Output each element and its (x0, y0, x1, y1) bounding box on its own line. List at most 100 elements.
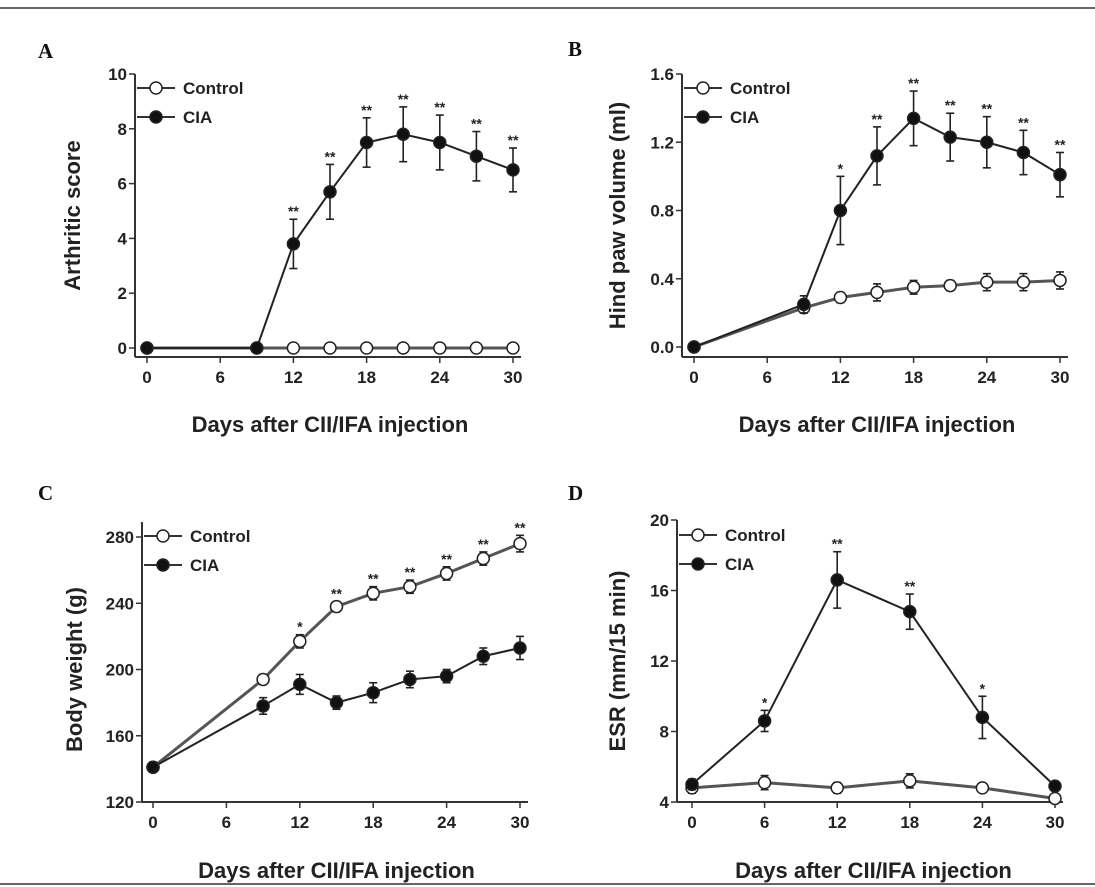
series-line-control (691, 779, 1056, 800)
significance-marker: ** (434, 99, 445, 115)
x-tick-label: 30 (504, 368, 523, 387)
data-point-cia (1053, 167, 1067, 182)
data-point-cia (286, 237, 301, 251)
y-tick-label: 20 (650, 511, 669, 530)
data-point-cia (757, 714, 772, 728)
data-point-cia (833, 203, 848, 218)
x-tick-label: 18 (364, 813, 383, 832)
legend-filled-circle-icon (696, 110, 710, 124)
significance-marker: * (297, 619, 303, 635)
data-point-control (870, 285, 884, 300)
significance-marker: ** (398, 91, 409, 107)
x-tick-label: 6 (762, 368, 771, 387)
data-point-control (469, 341, 484, 355)
legend-label: CIA (183, 108, 212, 127)
significance-marker: ** (981, 101, 992, 117)
significance-marker: ** (908, 75, 919, 91)
data-point-cia (359, 135, 374, 150)
data-point-control (329, 599, 344, 614)
x-tick-label: 24 (977, 368, 996, 387)
data-point-cia (250, 341, 264, 355)
data-point-cia (1016, 145, 1031, 160)
data-point-control (1048, 791, 1062, 806)
significance-marker: ** (471, 116, 482, 132)
data-point-control (439, 566, 454, 581)
x-tick-label: 0 (148, 813, 157, 832)
y-tick-label: 4 (118, 229, 128, 248)
y-tick-label: 160 (106, 727, 134, 746)
significance-marker: ** (832, 536, 843, 552)
x-tick-label: 0 (142, 368, 151, 387)
data-point-control (906, 280, 921, 295)
y-tick-label: 10 (108, 65, 127, 84)
legend-label: CIA (190, 556, 219, 575)
data-point-cia (506, 163, 520, 177)
data-point-cia (513, 641, 527, 655)
legend-label: Control (725, 526, 785, 545)
y-tick-label: 0 (118, 339, 127, 358)
data-point-control (1016, 275, 1031, 289)
y-tick-label: 120 (106, 793, 134, 812)
legend-label: Control (190, 527, 250, 546)
data-point-control (1053, 273, 1067, 288)
significance-marker: ** (515, 519, 526, 535)
y-axis-title: Body weight (g) (62, 587, 87, 752)
y-tick-label: 1.6 (650, 65, 674, 84)
significance-marker: ** (945, 97, 956, 113)
legend-label: CIA (725, 555, 754, 574)
x-tick-label: 18 (904, 368, 923, 387)
data-point-cia (797, 297, 811, 312)
data-point-control (830, 781, 844, 795)
data-point-cia (476, 649, 491, 663)
data-point-control (513, 536, 527, 551)
x-tick-label: 6 (760, 813, 769, 832)
data-point-cia (396, 127, 410, 142)
data-point-control (476, 551, 491, 566)
y-tick-label: 8 (118, 120, 127, 139)
y-tick-label: 8 (660, 723, 669, 742)
x-tick-label: 30 (1046, 813, 1065, 832)
x-tick-label: 24 (437, 813, 456, 832)
y-tick-label: 0.8 (650, 202, 674, 221)
legend-filled-circle-icon (149, 110, 163, 124)
data-point-cia (830, 573, 844, 587)
significance-marker: ** (872, 111, 883, 127)
x-tick-label: 18 (357, 368, 376, 387)
x-tick-label: 12 (290, 813, 309, 832)
x-tick-label: 12 (828, 813, 847, 832)
data-point-cia (685, 777, 699, 792)
x-axis-title: Days after CII/IFA injection (735, 858, 1012, 883)
data-point-cia (943, 130, 957, 144)
legend-filled-circle-icon (156, 558, 170, 572)
significance-marker: ** (1018, 114, 1029, 130)
data-point-control (323, 341, 337, 355)
y-tick-label: 16 (650, 582, 669, 601)
y-axis-title: Arthritic score (60, 140, 85, 290)
data-point-control (506, 341, 520, 355)
data-point-cia (256, 699, 270, 713)
y-tick-label: 12 (650, 652, 669, 671)
y-tick-label: 4 (660, 793, 670, 812)
data-point-cia (323, 185, 337, 199)
data-point-control (975, 781, 990, 795)
panel-label-d: D (568, 481, 583, 505)
y-axis-title: Hind paw volume (ml) (605, 102, 630, 329)
x-tick-label: 24 (973, 813, 992, 832)
x-tick-label: 18 (900, 813, 919, 832)
data-point-control (403, 579, 417, 594)
x-tick-label: 0 (689, 368, 698, 387)
y-tick-label: 0.4 (650, 270, 674, 289)
y-tick-label: 1.2 (650, 133, 674, 152)
data-point-cia (906, 111, 921, 126)
significance-marker: ** (441, 551, 452, 567)
significance-marker: ** (478, 536, 489, 552)
x-tick-label: 12 (831, 368, 850, 387)
significance-marker: * (838, 160, 844, 176)
data-point-control (433, 341, 447, 355)
significance-marker: ** (1055, 136, 1066, 152)
data-point-cia (870, 149, 884, 163)
y-axis-title: ESR (mm/15 min) (605, 571, 630, 752)
data-point-control (286, 341, 301, 355)
y-tick-label: 200 (106, 661, 134, 680)
